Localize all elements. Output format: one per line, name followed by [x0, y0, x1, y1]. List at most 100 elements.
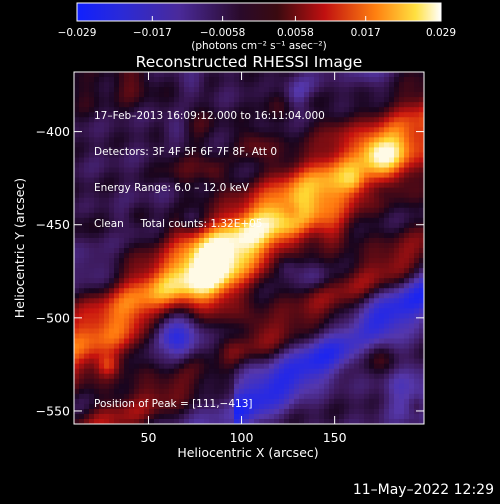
- heatmap-cell: [74, 313, 80, 319]
- heatmap-cell: [329, 253, 335, 259]
- heatmap-cell: [359, 192, 365, 199]
- heatmap-cell: [219, 97, 225, 103]
- heatmap-cell: [349, 87, 355, 93]
- heatmap-cell: [109, 393, 115, 400]
- heatmap-cell: [254, 293, 260, 299]
- heatmap-cell: [404, 323, 410, 330]
- heatmap-cell: [389, 142, 395, 149]
- heatmap-cell: [184, 268, 190, 274]
- heatmap-cell: [124, 127, 130, 133]
- heatmap-cell: [354, 373, 360, 380]
- heatmap-cell: [369, 177, 375, 184]
- heatmap-cell: [114, 132, 120, 138]
- heatmap-cell: [139, 348, 145, 355]
- heatmap-cell: [184, 227, 190, 234]
- heatmap-cell: [394, 157, 400, 164]
- heatmap-cell: [209, 147, 215, 154]
- heatmap-cell: [319, 258, 325, 264]
- heatmap-cell: [319, 122, 325, 128]
- heatmap-cell: [99, 187, 105, 194]
- heatmap-cell: [84, 202, 90, 209]
- heatmap-cell: [349, 162, 355, 169]
- heatmap-cell: [354, 283, 360, 289]
- heatmap-cell: [79, 398, 85, 405]
- axis-ticks: 50 100 150−400−450−500−550: [36, 72, 424, 445]
- heatmap-cell: [389, 102, 395, 108]
- heatmap-cell: [334, 102, 340, 108]
- heatmap-cell: [249, 373, 255, 380]
- heatmap-cell: [79, 378, 85, 385]
- heatmap-cell: [169, 192, 175, 199]
- heatmap-cell: [299, 217, 305, 224]
- heatmap-cell: [139, 253, 145, 259]
- heatmap-cell: [159, 298, 165, 304]
- heatmap-cell: [74, 413, 80, 420]
- heatmap-cell: [189, 328, 195, 335]
- heatmap-cell: [329, 207, 335, 214]
- heatmap-cell: [314, 333, 320, 340]
- heatmap-cell: [419, 398, 424, 405]
- heatmap-cell: [264, 102, 270, 108]
- heatmap-cell: [79, 313, 85, 319]
- heatmap-cell: [409, 283, 415, 289]
- heatmap-cell: [314, 413, 320, 420]
- heatmap-cell: [149, 318, 155, 325]
- heatmap-cell: [134, 253, 140, 259]
- heatmap-cell: [244, 273, 250, 279]
- heatmap-cell: [284, 177, 290, 184]
- heatmap-cell: [369, 258, 375, 264]
- heatmap-cell: [239, 308, 245, 314]
- heatmap-cell: [389, 338, 395, 345]
- heatmap-cell: [89, 157, 95, 164]
- heatmap-cell: [324, 288, 330, 294]
- heatmap-cell: [384, 298, 390, 304]
- heatmap-cell: [194, 212, 200, 219]
- heatmap-cell: [229, 222, 235, 229]
- heatmap-cell: [389, 353, 395, 360]
- heatmap-cell: [249, 137, 255, 143]
- heatmap-cell: [269, 333, 275, 340]
- heatmap-cell: [334, 383, 340, 390]
- heatmap-cell: [99, 388, 105, 395]
- heatmap-cell: [99, 77, 105, 83]
- heatmap-cell: [379, 112, 385, 118]
- heatmap-cell: [289, 107, 295, 113]
- heatmap-cell: [279, 388, 285, 395]
- heatmap-cell: [279, 258, 285, 264]
- heatmap-cell: [119, 217, 125, 224]
- heatmap-cell: [414, 137, 420, 143]
- heatmap-cell: [99, 97, 105, 103]
- heatmap-cell: [159, 207, 165, 214]
- heatmap-cell: [399, 373, 405, 380]
- heatmap-cell: [389, 172, 395, 179]
- heatmap-cell: [359, 227, 365, 234]
- heatmap-cell: [119, 343, 125, 350]
- heatmap-cell: [199, 343, 205, 350]
- heatmap-cell: [124, 202, 130, 209]
- heatmap-cell: [249, 333, 255, 340]
- heatmap-cell: [334, 353, 340, 360]
- heatmap-cell: [309, 107, 315, 113]
- heatmap-cell: [139, 353, 145, 360]
- heatmap-cell: [114, 167, 120, 174]
- heatmap-cell: [214, 333, 220, 340]
- heatmap-cell: [319, 333, 325, 340]
- heatmap-cell: [184, 87, 190, 93]
- heatmap-cell: [284, 383, 290, 390]
- heatmap-cell: [79, 258, 85, 264]
- heatmap-cell: [124, 313, 130, 319]
- heatmap-cell: [344, 132, 350, 138]
- heatmap-cell: [224, 132, 230, 138]
- heatmap-cell: [219, 182, 225, 189]
- heatmap-cell: [174, 157, 180, 164]
- heatmap-cell: [304, 403, 310, 410]
- heatmap-cell: [304, 418, 310, 424]
- heatmap-cell: [129, 383, 135, 390]
- heatmap-cell: [334, 258, 340, 264]
- heatmap-cell: [74, 418, 80, 424]
- heatmap-cell: [249, 87, 255, 93]
- heatmap-cell: [274, 97, 280, 103]
- heatmap-cell: [164, 253, 170, 259]
- heatmap-cell: [364, 137, 370, 143]
- heatmap-cell: [394, 142, 400, 149]
